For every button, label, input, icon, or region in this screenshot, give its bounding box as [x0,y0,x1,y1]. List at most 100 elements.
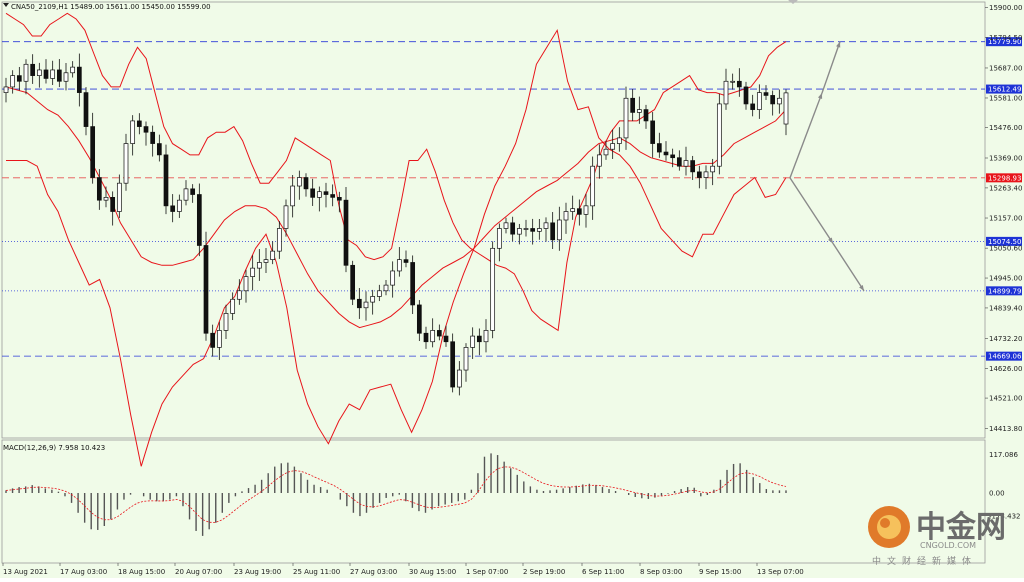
candle-body [656,143,662,153]
candle [63,62,69,91]
chart-menu-icon[interactable] [3,3,9,7]
candle-body [30,63,36,76]
candle-body [443,335,449,343]
candle-body [783,92,789,125]
candle-body [616,137,622,144]
candle [336,191,342,213]
candle-body [683,160,689,167]
candle-body [596,154,602,167]
up-arrow-2[interactable] [821,41,841,94]
candle [16,66,22,91]
price-tick-label: 15476.00 [989,124,1022,132]
candle-body [376,290,382,297]
candle-body [556,219,562,241]
time-tick-label: 23 Aug 19:00 [234,568,281,576]
candle-body [643,109,649,122]
candle-body [96,177,102,201]
candle-body [210,332,216,348]
candle [270,241,276,265]
candle [476,328,482,356]
candle [156,134,162,162]
candle-body [130,120,136,144]
candle [276,221,282,259]
candle [423,326,429,349]
level-price-tag [986,236,1022,246]
candle [656,132,662,158]
candle-body [603,148,609,156]
macd-tick-label: 117.086 [989,451,1018,459]
level-price-tag [986,84,1022,94]
macd-tick-label: -173.432 [989,512,1020,520]
bollinger-upper [5,12,787,332]
candle-body [216,330,222,348]
candle-body [116,182,122,212]
candle [23,59,29,95]
down-arrow-1[interactable] [789,177,834,244]
cngold-watermark: 中金网 CNGOLD.COM 中文财经新媒体 [868,506,1006,567]
candle-body [36,69,42,76]
down-arrow-2[interactable] [832,242,865,292]
candle-body [570,208,576,212]
candle-body [296,177,302,187]
price-tick-label: 14945.00 [989,275,1022,283]
up-arrow-1[interactable] [789,92,823,179]
candle [503,217,509,234]
time-tick-label: 18 Aug 15:00 [118,568,165,576]
candle-body [403,259,409,263]
candle-body [750,103,756,110]
watermark-domain: CNGOLD.COM [920,541,976,550]
candle-body [176,199,182,212]
candle-body [156,143,162,156]
candle-body [336,197,342,201]
candle-body [676,157,682,167]
candle [190,184,196,203]
level-price-label: 14899.79 [988,287,1021,295]
candle [603,140,609,160]
time-tick-label: 13 Aug 2021 [3,568,48,576]
level-price-label: 15612.49 [988,86,1021,94]
candle [70,61,76,78]
candle-body [610,143,616,150]
candle [516,223,522,245]
time-tick-label: 13 Sep 07:00 [757,568,804,576]
chart-header: CNA50_2109,H1 15489.00 15611.00 15450.00… [11,3,211,11]
macd-tick-label: 0.00 [989,490,1005,498]
candle-body [690,160,696,173]
grid-layer [1,1,986,564]
candle-body [356,298,362,309]
macd-plot-frame [1,439,986,564]
candle-body [436,330,442,337]
candle-body [270,250,276,260]
candle [770,90,776,116]
candle-body [370,296,376,303]
candle [636,96,642,124]
candle-body [516,228,522,235]
candle-body [256,262,262,269]
candle [450,333,456,393]
candle-body [523,228,529,230]
candle-body [723,80,729,105]
candle [323,182,329,208]
candlesticks [3,53,789,396]
time-tick-label: 6 Sep 11:00 [582,568,624,576]
candle [470,327,476,359]
candle [730,73,736,90]
candle [130,115,136,156]
candle [256,249,262,281]
price-tick-label: 15157.00 [989,215,1022,223]
candle [610,129,616,159]
candle [776,89,782,114]
candle [483,319,489,353]
candle-body [763,92,769,96]
candle [183,180,189,206]
candle-body [183,188,189,201]
candle [430,318,436,348]
price-tick-label: 14732.20 [989,335,1022,343]
candle-body [710,165,716,173]
candle-body [563,211,569,221]
macd-panel: 117.086 0.00 -173.432 [5,451,1020,536]
candle [43,59,49,84]
